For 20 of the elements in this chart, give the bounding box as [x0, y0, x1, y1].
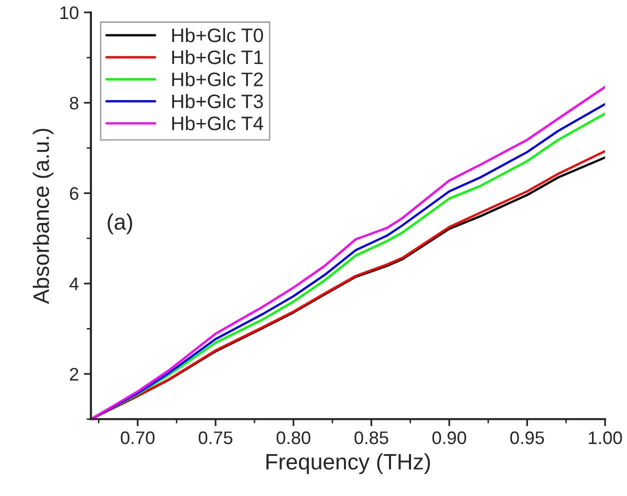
- legend-label: Hb+Glc T4: [172, 116, 264, 130]
- x-tick-label: 0.75: [198, 431, 232, 444]
- y-tick-label: 2: [70, 368, 78, 380]
- legend-label: Hb+Glc T3: [172, 94, 263, 108]
- y-tick-label: 6: [70, 187, 78, 200]
- x-axis-title: Frequency (THz): [266, 453, 430, 474]
- annotation: (a): [108, 214, 132, 234]
- y-axis-title: Absorbance (a.u.): [32, 128, 54, 304]
- x-tick-label: 0.85: [354, 431, 388, 444]
- x-tick-label: 1.00: [588, 431, 622, 444]
- y-tick-label: 4: [69, 278, 79, 290]
- x-tick-label: 0.95: [510, 431, 544, 444]
- x-tick-label: 0.70: [120, 431, 155, 444]
- y-tick-label: 10: [60, 6, 78, 20]
- y-tick-label: 8: [70, 96, 78, 110]
- legend-label: Hb+Glc T2: [172, 72, 263, 86]
- legend-label: Hb+Glc T1: [172, 50, 263, 64]
- legend-label: Hb+Glc T0: [172, 28, 264, 42]
- x-tick-label: 0.90: [432, 431, 466, 444]
- x-tick-label: 0.80: [276, 431, 310, 444]
